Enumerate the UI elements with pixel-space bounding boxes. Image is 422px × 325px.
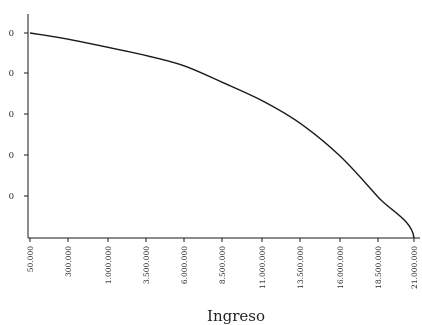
y-tick-label: 0 [9, 29, 14, 39]
x-tick-label: 50.000 [26, 246, 35, 272]
y-tick-label: 0 [9, 151, 14, 161]
x-axis-ticks: 50.000 300.000 1.000.000 3.500.000 6.000.000… [26, 238, 419, 289]
x-tick-label: 6.000.000 [180, 246, 189, 284]
x-axis-title: Ingreso [207, 307, 265, 325]
x-tick-label: 300.000 [64, 246, 73, 277]
x-tick-label: 11.000.000 [258, 246, 267, 289]
y-tick-label: 0 [9, 69, 14, 79]
x-tick-label: 21.000.000 [410, 246, 419, 289]
x-tick-label: 3.500.000 [142, 246, 151, 284]
x-tick-label: 18.500.000 [374, 246, 383, 289]
series-line [29, 32, 415, 239]
x-tick-label: 13.500.000 [296, 246, 305, 289]
x-tick-label: 16.000.000 [336, 246, 345, 289]
x-tick-label: 1.000.000 [104, 246, 113, 284]
y-axis-ticks: 0 0 0 0 0 [9, 29, 28, 202]
y-tick-label: 0 [9, 192, 14, 202]
x-tick-label: 8.500.000 [218, 246, 227, 284]
y-tick-label: 0 [9, 110, 14, 120]
